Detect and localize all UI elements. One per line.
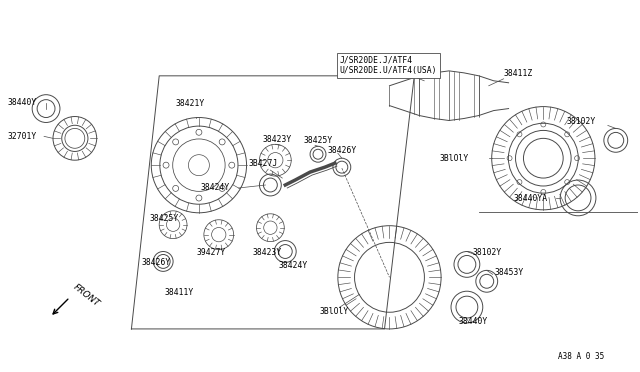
Text: 38426Y: 38426Y: [141, 258, 171, 267]
Text: 3B427J: 3B427J: [248, 159, 278, 168]
Text: 39427Y: 39427Y: [197, 248, 226, 257]
Text: 38426Y: 38426Y: [328, 146, 357, 155]
Text: 38440Y: 38440Y: [7, 98, 36, 107]
Text: 38423Y: 38423Y: [262, 135, 292, 144]
Text: 38425Y: 38425Y: [149, 214, 179, 223]
Text: 38423Y: 38423Y: [253, 248, 282, 257]
Text: 38424Y: 38424Y: [278, 261, 308, 270]
Text: 38425Y: 38425Y: [303, 136, 332, 145]
Text: 38421Y: 38421Y: [175, 99, 204, 108]
Text: 3BlOlY: 3BlOlY: [320, 307, 349, 315]
Text: 38440YA: 38440YA: [513, 195, 548, 203]
Text: 38411Z: 38411Z: [504, 69, 533, 78]
Text: 38440Y: 38440Y: [459, 317, 488, 327]
Text: 38102Y: 38102Y: [473, 248, 502, 257]
Text: 3BlOlY: 3BlOlY: [439, 154, 468, 163]
Text: A38 A 0 35: A38 A 0 35: [558, 352, 604, 361]
Text: 38424Y: 38424Y: [201, 183, 230, 192]
Text: J/SR20DE.J/ATF4
U/SR20DE.U/ATF4(USA): J/SR20DE.J/ATF4 U/SR20DE.U/ATF4(USA): [340, 56, 437, 76]
Text: 38453Y: 38453Y: [495, 268, 524, 277]
Text: 38411Y: 38411Y: [164, 288, 193, 297]
Text: 32701Y: 32701Y: [7, 132, 36, 141]
Text: FRONT: FRONT: [72, 282, 102, 308]
Text: 38102Y: 38102Y: [566, 117, 595, 126]
